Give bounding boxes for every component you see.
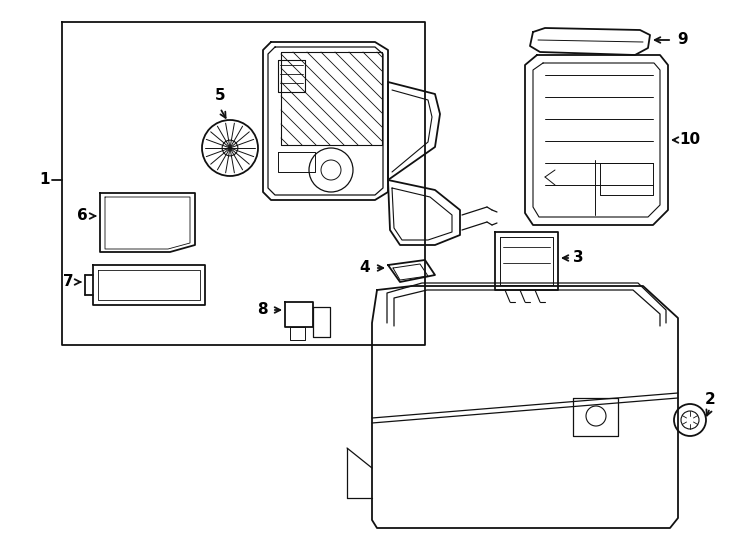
Text: 10: 10 xyxy=(680,132,700,147)
Text: 7: 7 xyxy=(62,274,73,289)
Text: 2: 2 xyxy=(705,393,716,408)
Text: 3: 3 xyxy=(573,251,584,266)
Text: 6: 6 xyxy=(76,208,87,224)
Text: 8: 8 xyxy=(257,302,267,318)
Text: 5: 5 xyxy=(214,87,225,103)
Text: 4: 4 xyxy=(360,260,371,275)
Text: 9: 9 xyxy=(677,32,688,48)
Text: 1: 1 xyxy=(40,172,50,187)
